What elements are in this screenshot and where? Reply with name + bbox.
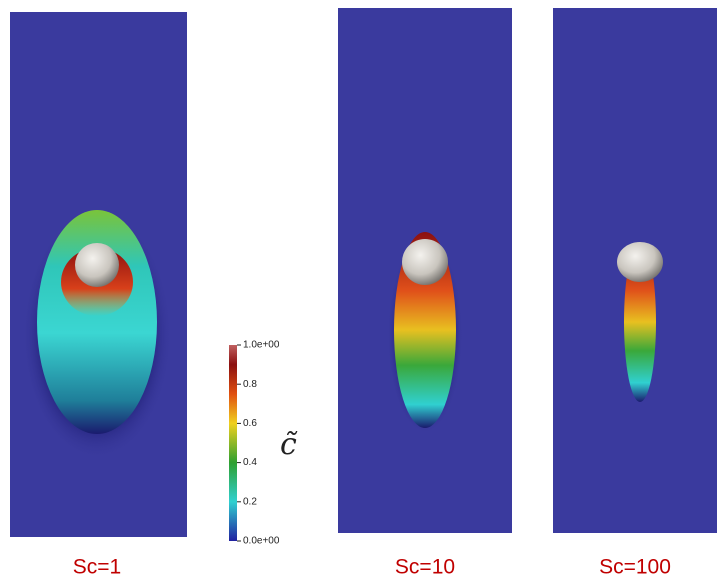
sphere [75,243,119,287]
panel-sc1 [10,12,187,537]
tick-label: 0.2 [243,496,257,507]
plume [394,232,456,428]
sphere [402,239,448,285]
panel-label: Sc=1 [73,556,121,579]
tick-label: 0.0e+00 [243,536,280,547]
colorbar-scale [229,345,237,541]
tick-label: 0.4 [243,457,257,468]
colorbar: c̃ 0.0e+00 0.2 0.4 0.6 0.8 1.0e+00 [229,340,298,547]
panel-label: Sc=10 [395,556,455,579]
colorbar-label: c̃ [280,427,298,462]
panel-sc10 [338,8,512,533]
tick-label: 0.8 [243,379,257,390]
panel-label: Sc=100 [599,556,671,579]
sphere [617,242,663,282]
panel-sc100 [553,8,717,533]
plume [624,242,656,402]
tick-label: 0.6 [243,418,257,429]
tick-label: 1.0e+00 [243,340,280,351]
